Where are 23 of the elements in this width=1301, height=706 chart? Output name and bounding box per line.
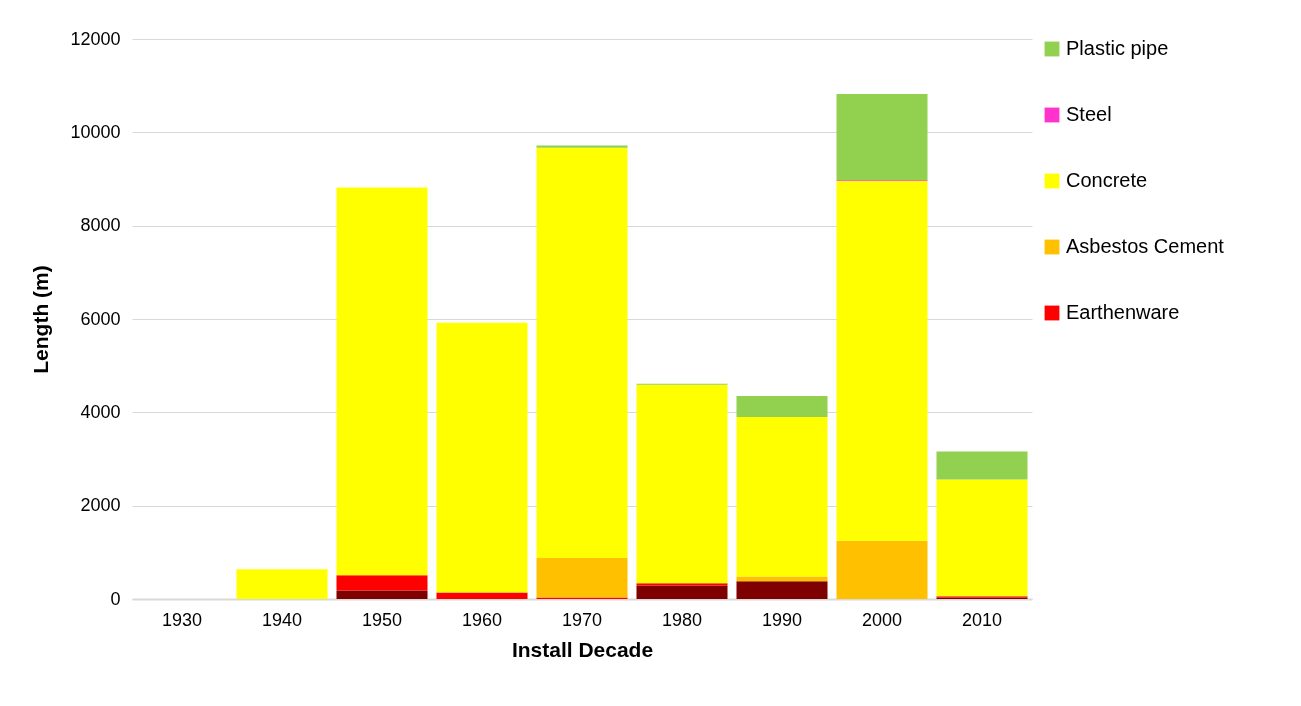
y-tick-label: 6000 — [80, 308, 121, 329]
y-tick-label: 4000 — [80, 401, 121, 422]
x-tick-label: 1990 — [761, 609, 803, 630]
y-tick-label: 12000 — [70, 28, 121, 49]
x-tick-label: 1940 — [261, 609, 303, 630]
y-tick-label: 10000 — [70, 121, 121, 142]
legend-label: Asbestos Cement — [1066, 235, 1225, 257]
y-tick-label: 8000 — [80, 215, 121, 236]
x-tick-label: 1930 — [161, 609, 203, 630]
x-tick-label: 1980 — [661, 609, 703, 630]
x-axis-title: Install Decade — [511, 637, 654, 661]
y-tick-label: 0 — [110, 588, 121, 609]
x-tick-label: 1960 — [461, 609, 503, 630]
y-axis-title: Length (m) — [29, 265, 53, 374]
x-tick-label: 2010 — [961, 609, 1003, 630]
x-tick-label: 1950 — [361, 609, 403, 630]
legend-label: Earthenware — [1066, 301, 1180, 323]
legend-label: Plastic pipe — [1066, 37, 1169, 59]
legend-label: Steel — [1066, 103, 1112, 125]
legend-label: Concrete — [1066, 169, 1148, 191]
y-tick-label: 2000 — [80, 495, 121, 516]
x-tick-label: 1970 — [561, 609, 603, 630]
x-tick-label: 2000 — [861, 609, 903, 630]
